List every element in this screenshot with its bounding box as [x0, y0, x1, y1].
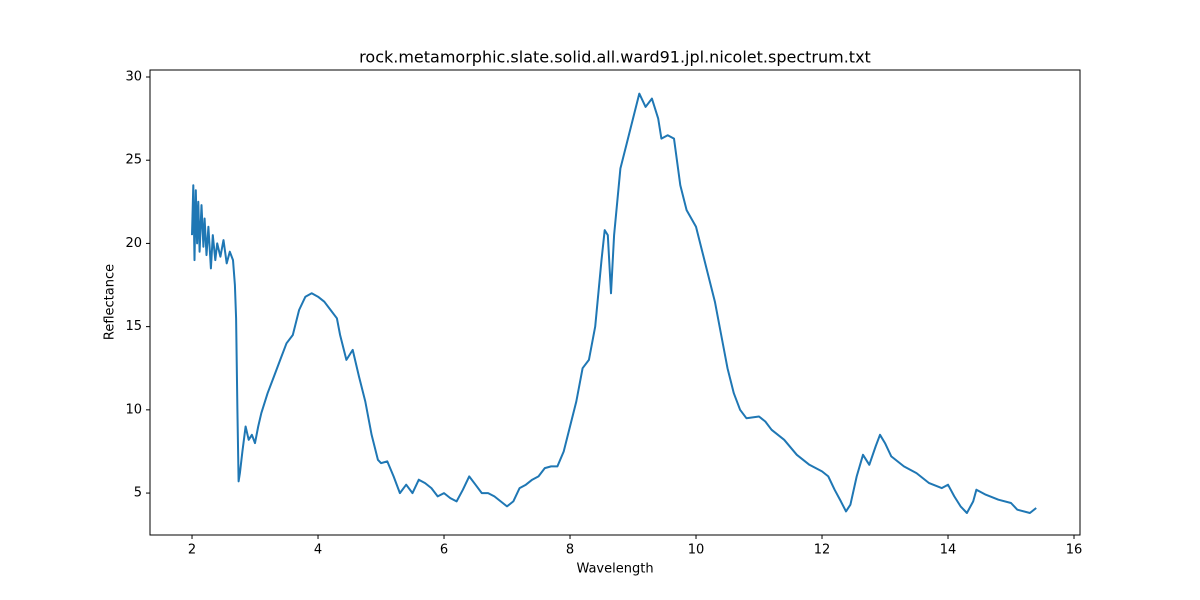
x-tick-label: 10 — [688, 543, 705, 558]
y-axis-label: Reflectance — [103, 264, 118, 340]
x-axis-label: Wavelength — [576, 562, 653, 577]
x-tick-label: 2 — [188, 543, 196, 558]
y-tick-label: 5 — [134, 486, 142, 501]
data-line — [191, 92, 1037, 514]
y-tick-label: 30 — [125, 69, 142, 84]
plot-frame — [149, 69, 1081, 536]
x-tick-label: 8 — [566, 543, 574, 558]
y-tick-label: 25 — [125, 153, 142, 168]
y-tick-label: 20 — [125, 236, 142, 251]
y-tick-label: 10 — [125, 402, 142, 417]
x-tick-label: 6 — [440, 543, 448, 558]
x-tick-label: 16 — [1066, 543, 1083, 558]
x-tick-label: 12 — [814, 543, 831, 558]
chart-title: rock.metamorphic.slate.solid.all.ward91.… — [359, 48, 871, 67]
y-tick-label: 15 — [125, 319, 142, 334]
x-tick-label: 4 — [314, 543, 322, 558]
x-tick-label: 14 — [940, 543, 957, 558]
